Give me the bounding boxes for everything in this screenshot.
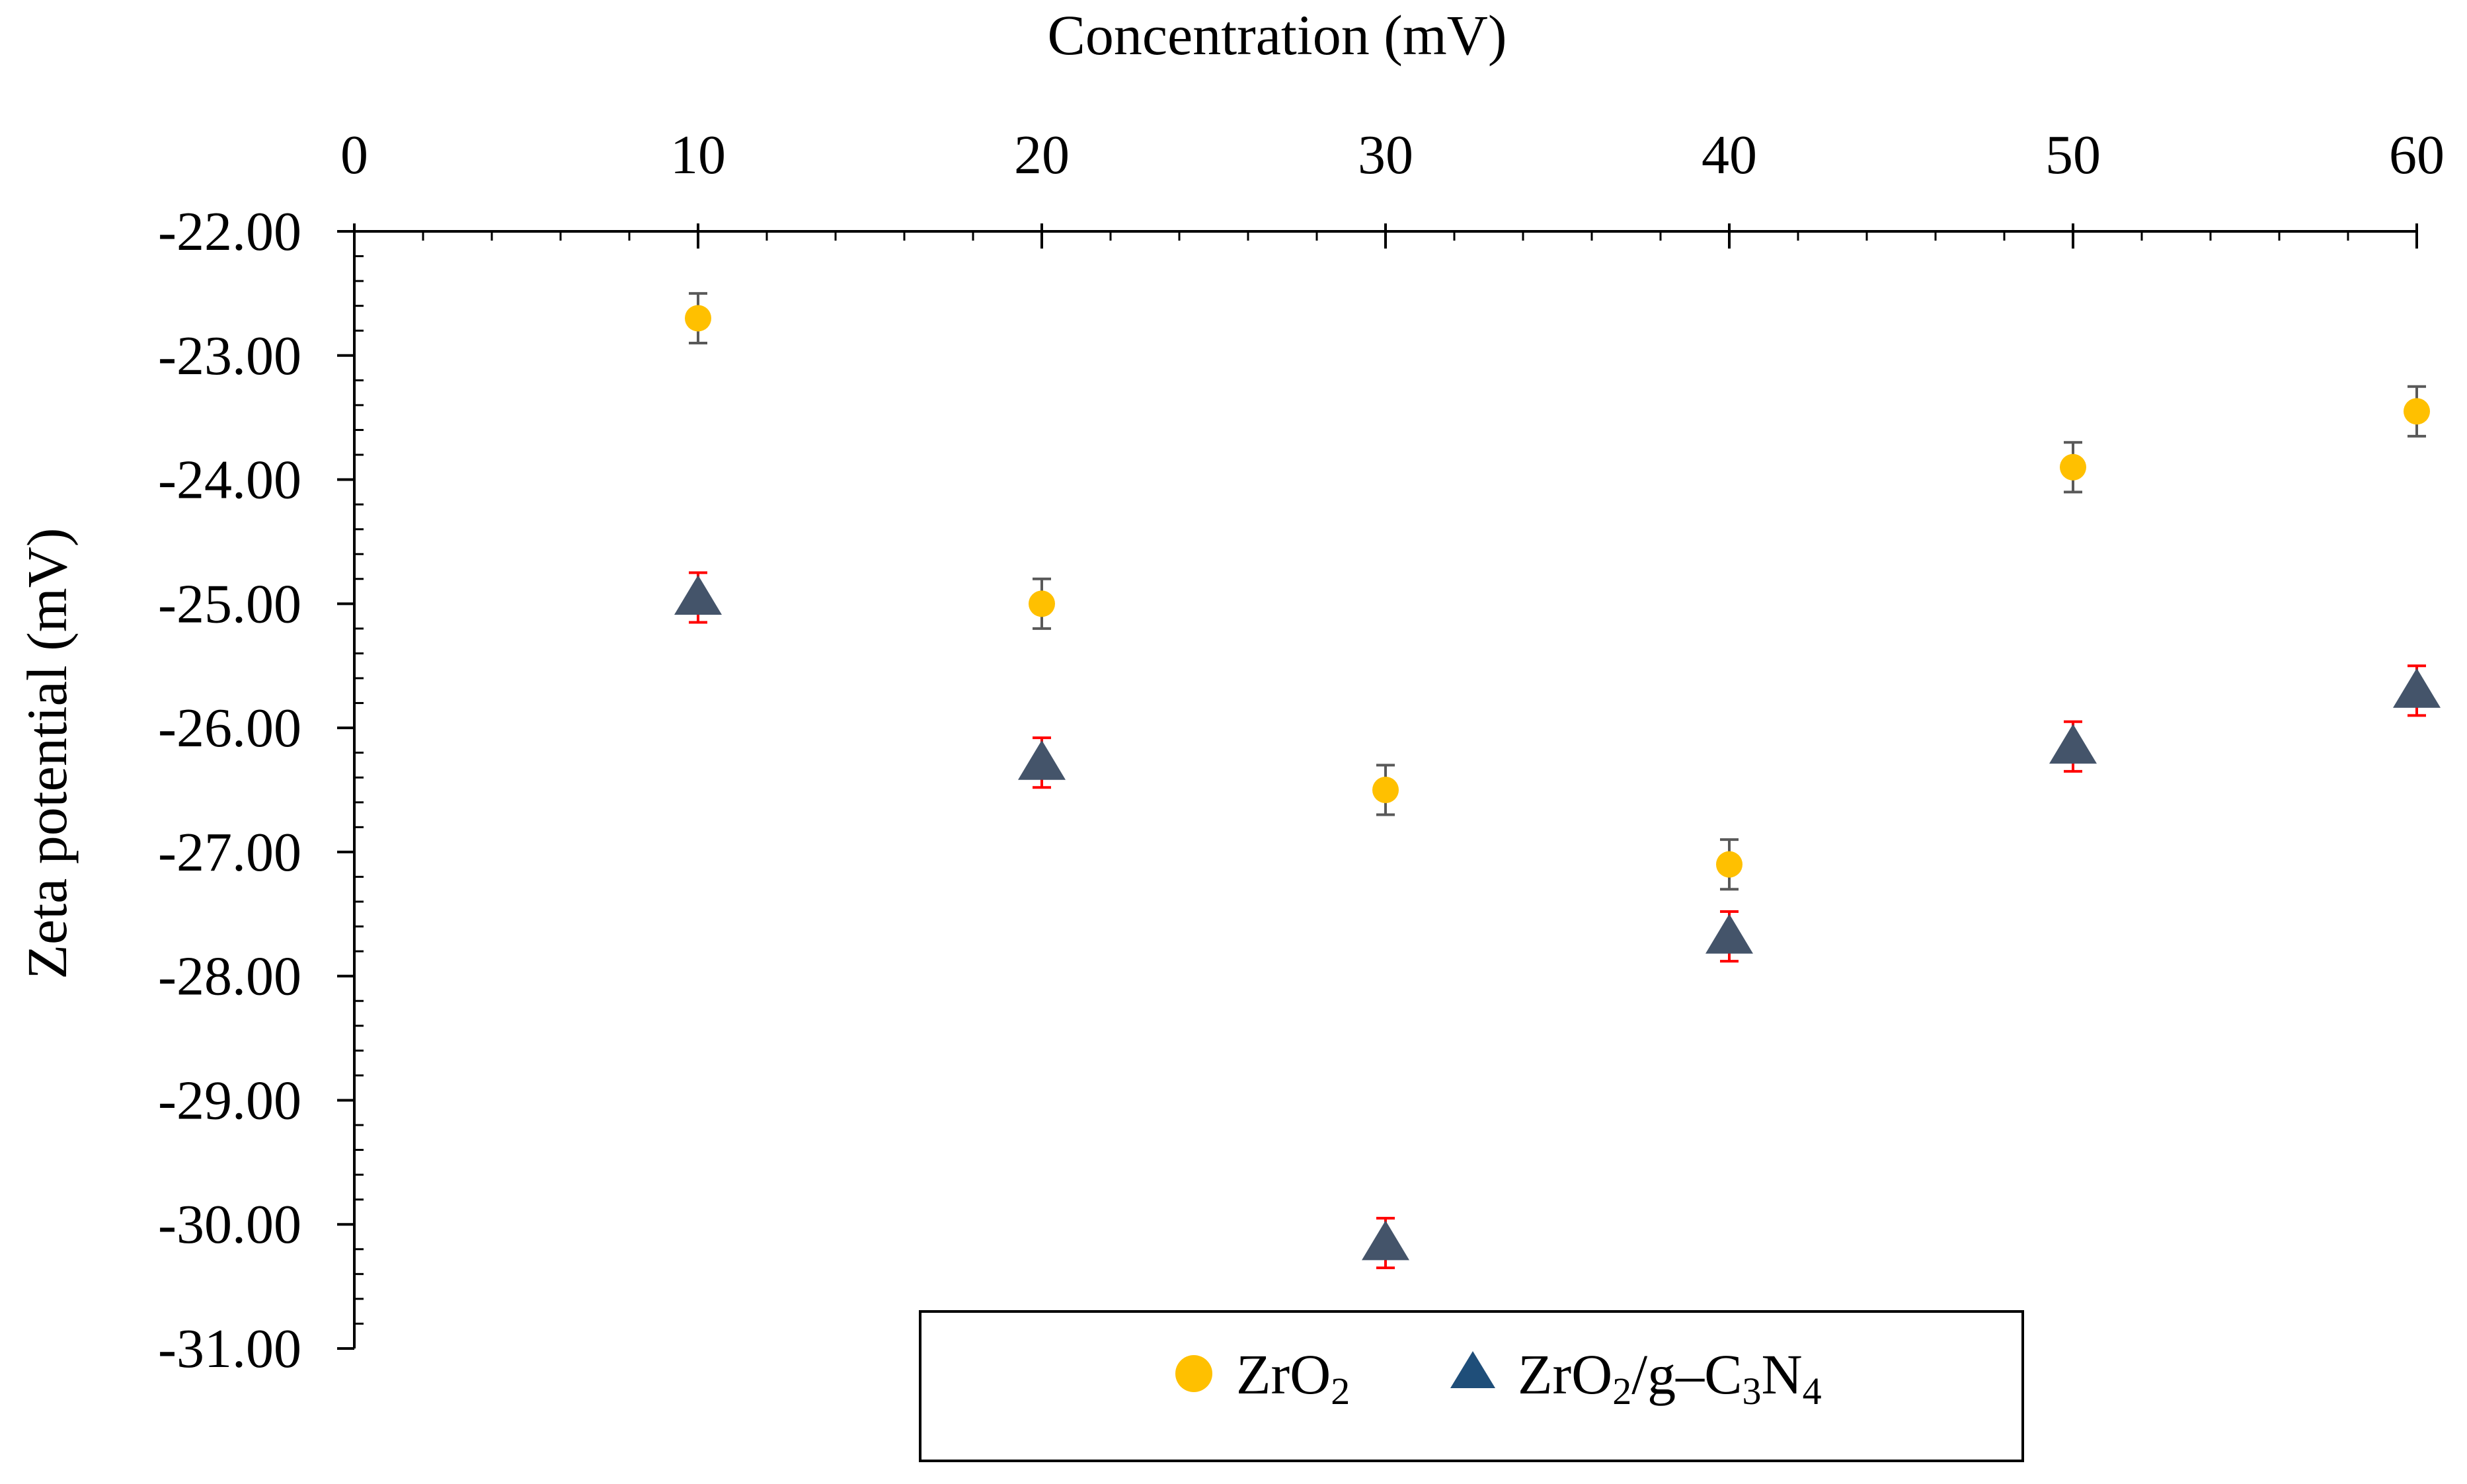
markers-layer xyxy=(674,305,2441,1261)
x-tick-label: 10 xyxy=(670,124,726,186)
legend-marker-zro2-gc3n4 xyxy=(1450,1351,1495,1388)
data-point-zro2-gc3n4 xyxy=(1705,914,1753,954)
x-tick-label: 30 xyxy=(1358,124,1413,186)
y-tick-label: -31.00 xyxy=(158,1318,301,1380)
data-point-zro2-gc3n4 xyxy=(1018,740,1066,780)
data-point-zro2-gc3n4 xyxy=(674,574,722,615)
x-tick-label: 60 xyxy=(2389,124,2445,186)
axes-layer: 0 10 20 30 40 50 60 -22.00 -23.00 -24.00 -25.00 -26… xyxy=(158,124,2445,1380)
error-bars-layer xyxy=(689,292,2426,1269)
data-point-zro2 xyxy=(1716,851,1743,878)
data-point-zro2-gc3n4 xyxy=(2393,668,2441,708)
data-point-zro2 xyxy=(2060,453,2086,481)
legend-marker-zro2 xyxy=(1175,1355,1212,1392)
data-point-zro2 xyxy=(1372,777,1399,803)
x-axis-title: Concentration (mV) xyxy=(1048,3,1507,67)
y-tick-label: -26.00 xyxy=(158,697,301,759)
legend-label-zro2-gc3n4: ZrO2/g–C3N4 xyxy=(1518,1343,1822,1413)
legend-label-zro2: ZrO2 xyxy=(1236,1343,1350,1413)
y-axis-title: Zeta potential (mV) xyxy=(15,528,79,980)
data-point-zro2-gc3n4 xyxy=(2049,724,2097,764)
data-point-zro2 xyxy=(2404,398,2430,425)
y-tick-label: -25.00 xyxy=(158,573,301,635)
data-point-zro2 xyxy=(685,305,711,332)
x-tick-label: 50 xyxy=(2045,124,2101,186)
y-tick-label: -28.00 xyxy=(158,946,301,1007)
y-tick-label: -23.00 xyxy=(158,325,301,387)
y-tick-label: -27.00 xyxy=(158,822,301,883)
y-tick-label: -30.00 xyxy=(158,1194,301,1255)
data-point-zro2-gc3n4 xyxy=(1362,1220,1409,1261)
x-tick-label: 20 xyxy=(1014,124,1070,186)
data-point-zro2 xyxy=(1029,590,1055,617)
legend: ZrO2 ZrO2/g–C3N4 xyxy=(919,1310,2024,1462)
y-tick-label: -22.00 xyxy=(158,201,301,262)
x-tick-label: 0 xyxy=(340,124,368,186)
y-tick-label: -29.00 xyxy=(158,1070,301,1131)
y-tick-label: -24.00 xyxy=(158,449,301,511)
x-tick-label: 40 xyxy=(1702,124,1757,186)
